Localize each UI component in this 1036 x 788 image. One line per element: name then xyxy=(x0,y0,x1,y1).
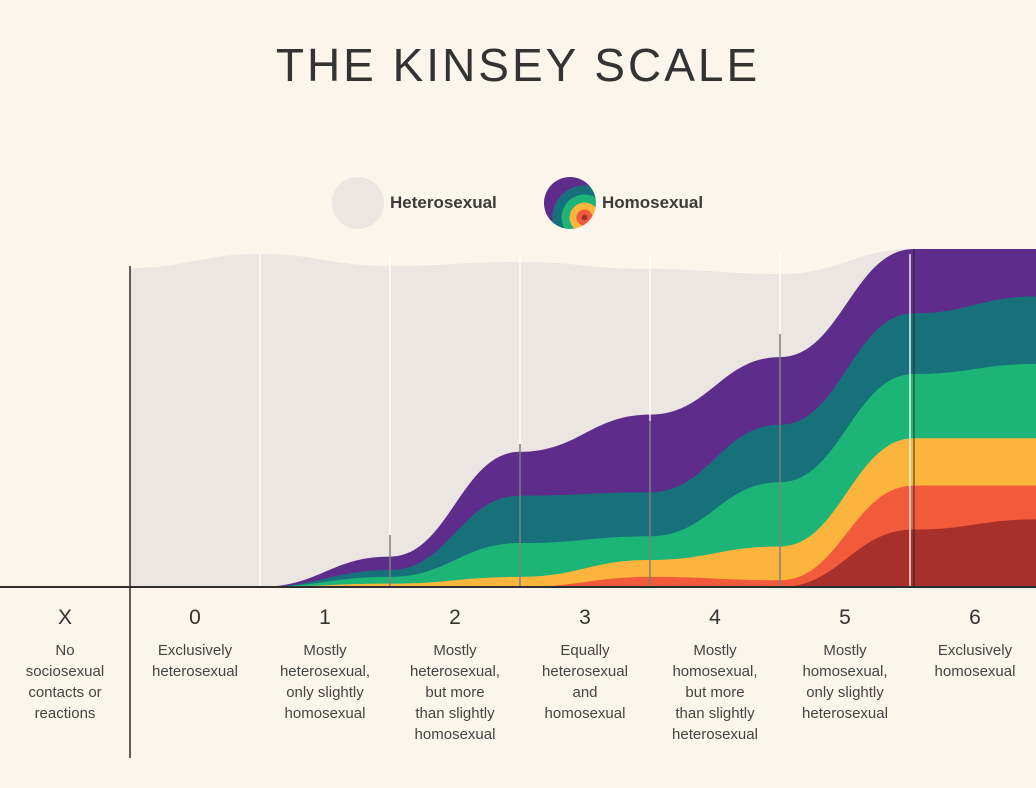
category-description-line: but more xyxy=(425,684,485,701)
category-description-line: heterosexual, xyxy=(409,663,501,680)
category-description-line: homosexual xyxy=(544,705,626,722)
category-description-line: heterosexual, xyxy=(279,663,371,680)
category-description-line: homosexual xyxy=(284,705,366,722)
category-code-3: 3 xyxy=(579,606,591,629)
category-description-X: No sociosexual contacts or reactions xyxy=(0,640,130,724)
category-description-line: heterosexual xyxy=(542,663,628,680)
category-description-2: Mostly heterosexual, but more than slightly… xyxy=(390,640,520,745)
category-description-line: Exclusively xyxy=(157,642,233,659)
category-description-line: sociosexual xyxy=(25,663,105,680)
category-code-1: 1 xyxy=(319,606,331,629)
category-description-line: Mostly xyxy=(303,642,347,659)
category-description-line: Exclusively xyxy=(937,642,1013,659)
category-description-line: heterosexual xyxy=(802,705,888,722)
homosexual-band-orange xyxy=(260,485,1036,587)
category-description-line: heterosexual xyxy=(152,663,238,680)
category-code-6: 6 xyxy=(969,606,981,629)
category-description-line: than slightly xyxy=(675,705,755,722)
category-description-line: Mostly xyxy=(693,642,737,659)
legend-item-homosexual: Homosexual xyxy=(544,174,703,232)
category-description-line: contacts or xyxy=(28,684,102,701)
legend-label-homosexual: Homosexual xyxy=(602,193,704,212)
category-description-line: than slightly xyxy=(415,705,495,722)
chart-title: THE KINSEY SCALE xyxy=(275,39,761,91)
category-description-0: Exclusively heterosexual xyxy=(130,640,260,682)
category-code-4: 4 xyxy=(709,606,721,629)
homosexual-swatch-icon xyxy=(544,177,596,229)
category-description-line: only slightly xyxy=(286,684,364,701)
category-description-6: Exclusively homosexual xyxy=(910,640,1036,682)
category-description-line: heterosexual xyxy=(672,726,758,743)
category-description-line: Equally xyxy=(560,642,610,659)
legend-label-heterosexual: Heterosexual xyxy=(390,193,497,212)
category-code-0: 0 xyxy=(189,606,201,629)
homosexual-band-red xyxy=(260,519,1036,587)
category-description-line: only slightly xyxy=(806,684,884,701)
category-description-line: Mostly xyxy=(433,642,477,659)
category-code-2: 2 xyxy=(449,606,461,629)
category-description-line: Mostly xyxy=(823,642,867,659)
category-description-line: but more xyxy=(685,684,745,701)
category-description-1: Mostly heterosexual, only slightly homosexu… xyxy=(260,640,390,724)
category-description-line: homosexual xyxy=(414,726,496,743)
category-description-line: homosexual, xyxy=(672,663,758,680)
category-description-line: reactions xyxy=(34,705,96,722)
category-description-5: Mostly homosexual, only slightly heterosexu… xyxy=(780,640,910,724)
category-code-5: 5 xyxy=(839,606,851,629)
legend: Heterosexual Homosexual xyxy=(0,174,1036,232)
category-description-3: Equally heterosexual and homosexual xyxy=(520,640,650,724)
category-description-line: homosexual xyxy=(934,663,1016,680)
category-description-line: and xyxy=(572,684,598,701)
category-description-line: homosexual, xyxy=(802,663,888,680)
heterosexual-swatch-icon xyxy=(332,177,384,229)
category-code-X: X xyxy=(57,606,72,629)
legend-item-heterosexual: Heterosexual xyxy=(332,174,497,232)
category-description-line: No xyxy=(55,642,75,659)
category-description-4: Mostly homosexual, but more than slightly he… xyxy=(650,640,780,745)
